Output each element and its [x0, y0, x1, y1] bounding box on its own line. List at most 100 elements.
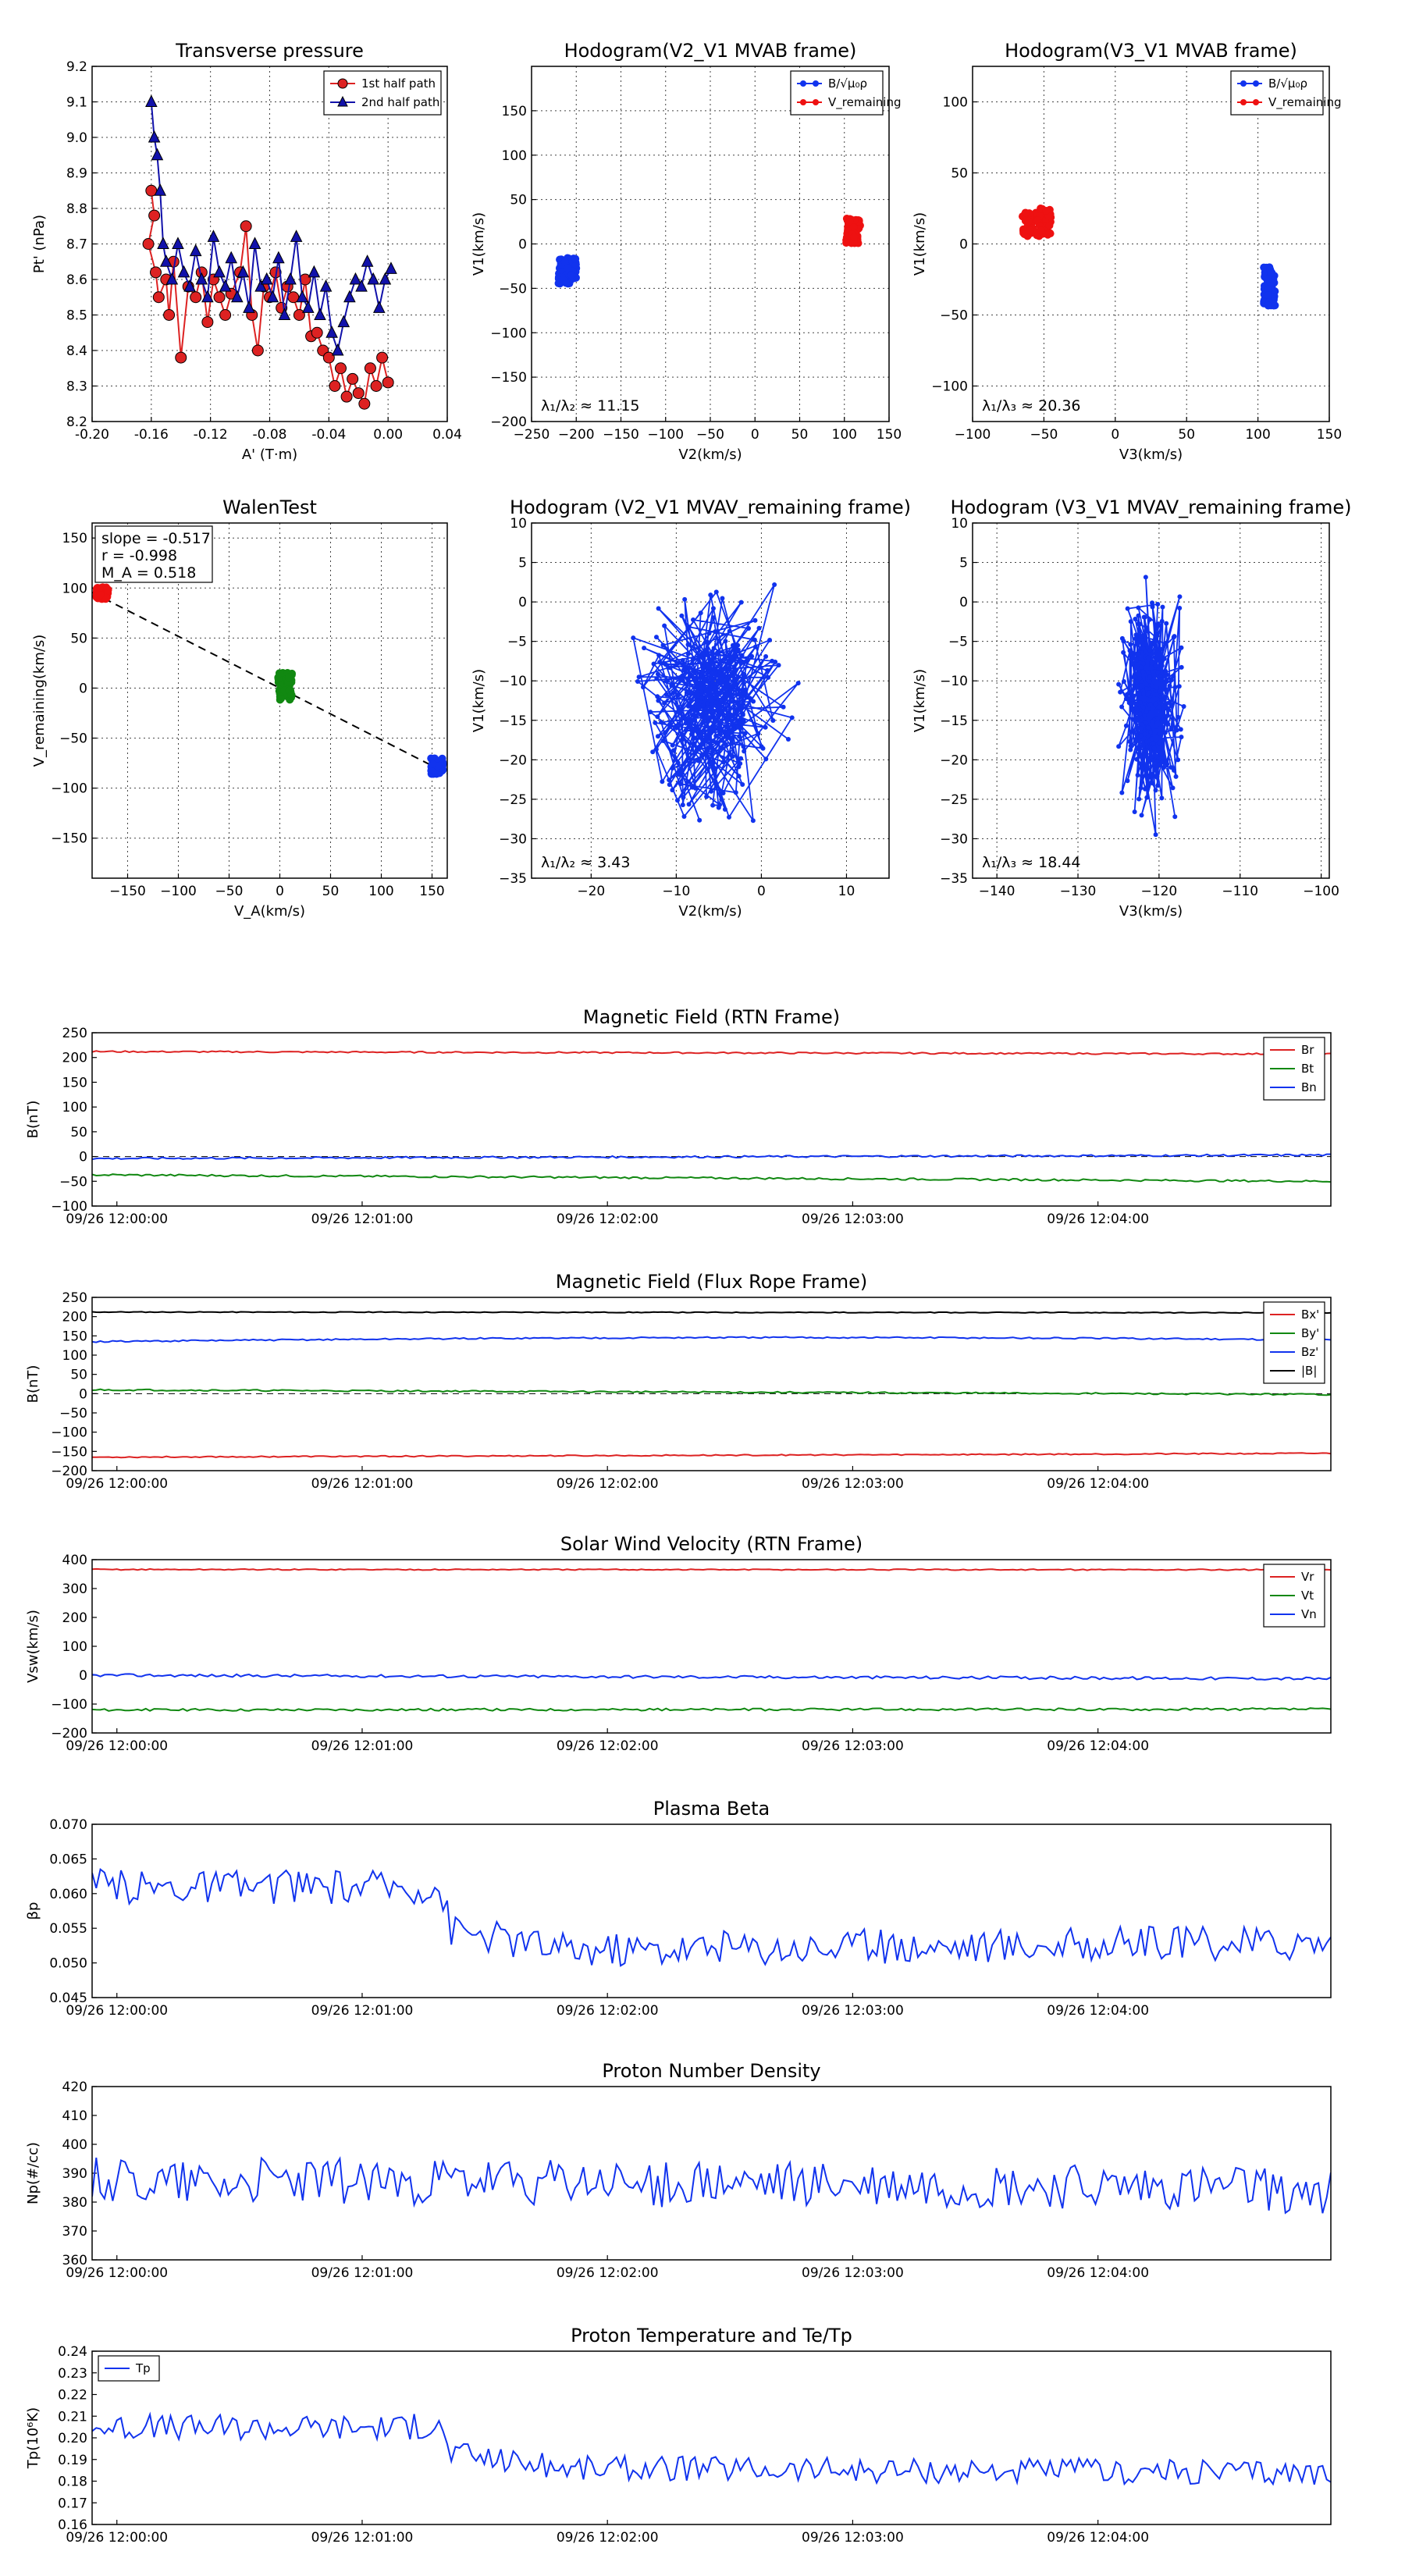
- data-point: [700, 664, 706, 670]
- y-tick-label: −15: [940, 713, 968, 729]
- data-point: [710, 606, 716, 611]
- data-point: [1157, 688, 1162, 694]
- data-point: [752, 637, 757, 642]
- y-tick-label: 0: [959, 595, 968, 610]
- data-point: [683, 728, 688, 733]
- data-point: [352, 387, 365, 400]
- y-tick-label: 8.6: [66, 272, 87, 288]
- data-point: [734, 648, 739, 653]
- data-point: [1142, 614, 1147, 620]
- data-point: [1160, 698, 1165, 703]
- legend-marker: [800, 80, 806, 87]
- y-tick-label: −150: [51, 1444, 87, 1460]
- data-point: [1147, 686, 1152, 692]
- chart-h21: Hodogram(V2_V1 MVAB frame) −200 −150 −100 −5…: [471, 40, 902, 463]
- data-point: [746, 625, 752, 631]
- data-point: [723, 639, 728, 644]
- x-tick-label: 09/26 12:01:00: [311, 2265, 414, 2281]
- data-point: [696, 654, 702, 660]
- x-tick-label: 09/26 12:04:00: [1047, 2003, 1149, 2019]
- data-point: [1176, 714, 1181, 720]
- data-point: [1136, 692, 1142, 697]
- data-point: [1181, 704, 1186, 710]
- data-point: [706, 631, 712, 636]
- data-point: [653, 720, 658, 725]
- data-point: [563, 264, 571, 272]
- plot-area: [1018, 205, 1279, 310]
- data-point: [710, 738, 716, 744]
- data-point: [284, 673, 293, 681]
- data-point: [1160, 604, 1165, 610]
- data-point: [1138, 785, 1144, 791]
- y-tick-label: 0: [518, 595, 527, 610]
- data-point: [1156, 623, 1161, 628]
- data-point: [1127, 739, 1133, 745]
- data-point: [1116, 681, 1122, 687]
- data-point: [737, 706, 742, 712]
- data-point: [785, 736, 791, 742]
- x-axis-label: V3(km/s): [1119, 447, 1183, 463]
- data-point: [1136, 613, 1141, 618]
- x-tick-label: 100: [368, 884, 393, 899]
- data-point: [1156, 740, 1161, 745]
- x-tick-label: 09/26 12:01:00: [311, 1212, 414, 1227]
- data-point: [1154, 774, 1160, 780]
- data-point: [213, 265, 226, 278]
- data-point: [1138, 733, 1144, 738]
- data-point: [1141, 673, 1147, 678]
- data-point: [1176, 757, 1181, 763]
- data-point: [331, 343, 344, 356]
- y-tick-label: 9.2: [66, 59, 87, 75]
- data-point: [1150, 604, 1155, 610]
- data-point: [1139, 774, 1144, 779]
- chart-bfield: Magnetic Field (RTN Frame) 250 200 150 100 50…: [25, 1006, 1332, 1227]
- data-point: [1140, 646, 1146, 651]
- y-tick-label: −10: [940, 674, 968, 689]
- y-tick-label: 50: [70, 1368, 87, 1383]
- series-line-Tp: [92, 2411, 1331, 2486]
- data-point: [145, 94, 158, 107]
- y-axis-label: V1(km/s): [912, 669, 928, 732]
- y-tick-label: 8.5: [66, 308, 87, 324]
- data-point: [770, 718, 776, 724]
- data-point: [697, 817, 702, 823]
- y-tick-label: −30: [940, 831, 968, 847]
- data-point: [1133, 632, 1139, 638]
- data-point: [1155, 783, 1161, 788]
- y-tick-label: 8.7: [66, 237, 87, 253]
- data-point: [95, 584, 104, 592]
- data-point: [1129, 701, 1135, 706]
- data-point: [686, 702, 692, 707]
- data-point: [1128, 642, 1133, 647]
- series-line-Vt: [92, 1707, 1331, 1712]
- x-tick-label: −120: [1141, 884, 1178, 899]
- data-point: [660, 779, 665, 785]
- x-tick-label: -0.04: [311, 427, 346, 443]
- x-tick-label: 09/26 12:02:00: [557, 1738, 659, 1754]
- data-point: [1137, 621, 1143, 627]
- plot-area: [92, 1050, 1331, 1183]
- y-tick-label: −50: [59, 731, 87, 747]
- y-tick-label: 100: [62, 1100, 87, 1115]
- data-point: [355, 279, 368, 292]
- y-tick-label: 200: [62, 1610, 87, 1626]
- data-point: [1121, 649, 1126, 655]
- y-tick-label: −10: [499, 674, 527, 689]
- data-point: [230, 290, 244, 303]
- x-tick-label: −100: [160, 884, 197, 899]
- y-tick-label: −25: [499, 792, 527, 808]
- data-point: [237, 265, 250, 278]
- data-point: [738, 756, 744, 761]
- data-point: [1171, 767, 1176, 773]
- data-point: [1128, 619, 1133, 624]
- data-point: [692, 671, 698, 676]
- data-point: [1162, 730, 1168, 735]
- data-point: [1137, 753, 1143, 759]
- data-point: [1045, 221, 1054, 229]
- y-tick-label: 0.065: [49, 1852, 87, 1867]
- plot-frame: [91, 2350, 1332, 2525]
- data-point: [1176, 684, 1182, 689]
- data-point: [685, 651, 691, 656]
- data-point: [1141, 712, 1147, 717]
- data-point: [767, 638, 773, 643]
